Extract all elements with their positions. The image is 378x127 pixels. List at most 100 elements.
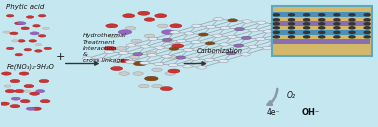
Circle shape <box>17 22 26 25</box>
Circle shape <box>190 57 200 60</box>
Circle shape <box>2 72 11 75</box>
Circle shape <box>177 39 186 43</box>
Text: Fe(NO₃)₂·9H₂O: Fe(NO₃)₂·9H₂O <box>6 64 54 70</box>
Circle shape <box>240 53 250 56</box>
Circle shape <box>248 45 258 48</box>
Circle shape <box>18 40 25 42</box>
Circle shape <box>169 47 179 50</box>
Circle shape <box>15 90 25 93</box>
Circle shape <box>319 27 325 29</box>
Circle shape <box>228 19 238 22</box>
Circle shape <box>212 51 222 54</box>
Circle shape <box>133 61 147 66</box>
Circle shape <box>273 27 279 29</box>
Circle shape <box>319 31 325 33</box>
Circle shape <box>3 31 10 33</box>
Circle shape <box>20 100 30 103</box>
Text: Phytic acid: Phytic acid <box>6 4 45 10</box>
Circle shape <box>227 35 237 38</box>
Circle shape <box>249 29 259 32</box>
Circle shape <box>10 105 20 108</box>
Circle shape <box>38 14 46 17</box>
Text: +: + <box>55 52 65 62</box>
Circle shape <box>304 36 310 38</box>
Circle shape <box>304 31 310 33</box>
Circle shape <box>0 102 9 105</box>
Circle shape <box>97 58 107 61</box>
Circle shape <box>349 31 355 33</box>
Circle shape <box>126 44 136 47</box>
Circle shape <box>111 67 123 70</box>
Circle shape <box>82 57 92 60</box>
Circle shape <box>144 34 155 38</box>
Circle shape <box>26 16 34 18</box>
Circle shape <box>165 72 175 75</box>
Circle shape <box>119 51 129 55</box>
Circle shape <box>349 14 355 16</box>
Circle shape <box>24 84 34 88</box>
Circle shape <box>183 48 193 52</box>
Text: Carbonization: Carbonization <box>197 48 243 54</box>
Circle shape <box>288 19 294 21</box>
Circle shape <box>6 14 14 17</box>
Circle shape <box>167 55 177 59</box>
Circle shape <box>15 22 23 25</box>
Circle shape <box>30 32 39 35</box>
Circle shape <box>104 46 116 50</box>
Circle shape <box>170 31 180 34</box>
Circle shape <box>334 19 340 21</box>
Circle shape <box>288 14 294 16</box>
Circle shape <box>161 55 171 58</box>
Circle shape <box>349 36 355 38</box>
Circle shape <box>144 76 158 81</box>
Circle shape <box>33 25 40 27</box>
Circle shape <box>299 24 309 28</box>
Text: 4e⁻: 4e⁻ <box>266 108 280 117</box>
Circle shape <box>129 55 139 59</box>
Circle shape <box>155 14 167 18</box>
Circle shape <box>288 31 294 33</box>
Circle shape <box>170 24 182 28</box>
Circle shape <box>152 84 162 88</box>
Circle shape <box>271 22 280 25</box>
Circle shape <box>125 27 136 30</box>
Circle shape <box>140 45 150 48</box>
Circle shape <box>24 90 31 92</box>
Circle shape <box>163 39 174 43</box>
Circle shape <box>214 18 223 21</box>
Circle shape <box>11 97 20 100</box>
Circle shape <box>197 66 207 69</box>
Circle shape <box>32 107 41 110</box>
Circle shape <box>131 39 141 43</box>
Circle shape <box>21 27 29 30</box>
Circle shape <box>226 52 236 55</box>
Circle shape <box>144 18 155 21</box>
Circle shape <box>288 36 294 38</box>
Circle shape <box>10 80 20 83</box>
Circle shape <box>168 69 180 73</box>
Circle shape <box>364 14 370 16</box>
Circle shape <box>198 33 208 36</box>
Circle shape <box>314 26 324 29</box>
Circle shape <box>334 23 340 25</box>
Circle shape <box>26 107 35 110</box>
Circle shape <box>191 41 201 44</box>
Circle shape <box>148 37 158 41</box>
Bar <box>272 6 372 56</box>
Bar <box>273 12 370 17</box>
Circle shape <box>242 20 252 23</box>
Circle shape <box>111 59 121 62</box>
Circle shape <box>24 48 32 51</box>
Circle shape <box>263 30 273 33</box>
Circle shape <box>4 85 11 87</box>
Circle shape <box>133 72 143 75</box>
Circle shape <box>304 27 310 29</box>
Circle shape <box>176 56 186 59</box>
Circle shape <box>270 39 280 42</box>
Circle shape <box>277 31 287 34</box>
Circle shape <box>349 27 355 29</box>
Circle shape <box>19 72 29 75</box>
Circle shape <box>168 64 178 67</box>
Circle shape <box>319 23 325 25</box>
Circle shape <box>42 27 49 29</box>
